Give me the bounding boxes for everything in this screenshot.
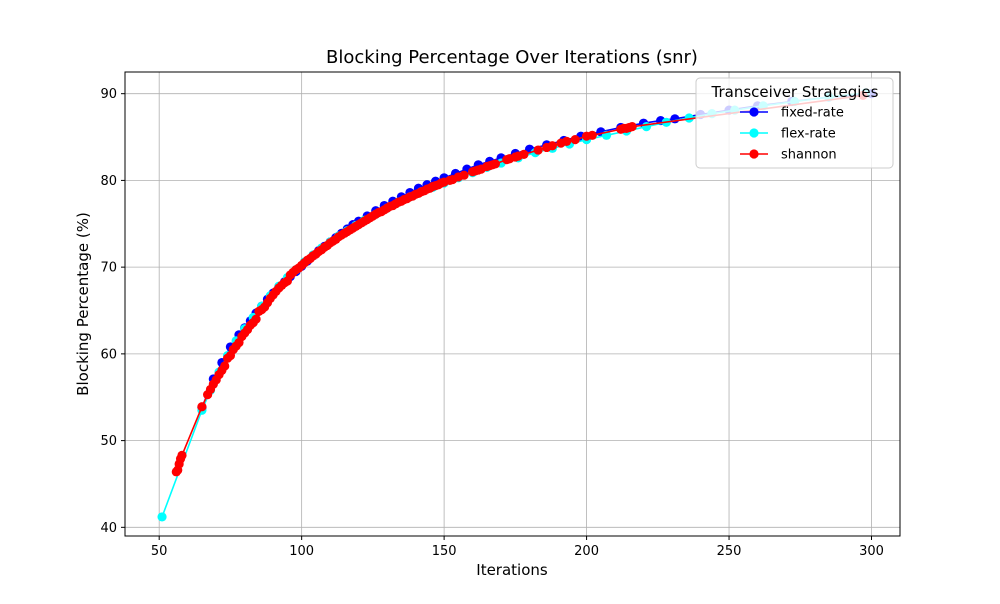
data-point-flex-rate (157, 512, 167, 522)
data-point-shannon (570, 135, 580, 145)
legend-entries: fixed-rate flex-rate shannon (740, 106, 844, 163)
y-tick-label: 60 (100, 347, 117, 362)
data-point-shannon (251, 314, 261, 324)
legend-marker (749, 128, 759, 138)
legend-label: shannon (781, 148, 837, 163)
data-point-shannon (587, 130, 597, 140)
legend-entry-fixed-rate: fixed-rate (740, 106, 844, 121)
data-point-shannon (533, 145, 543, 155)
series-shannon (171, 90, 868, 477)
x-tick-label: 200 (574, 544, 599, 559)
legend-title: Transceiver Strategies (711, 83, 879, 101)
data-point-shannon (547, 141, 557, 151)
y-tick-label: 80 (100, 174, 117, 189)
y-tick-label: 50 (100, 434, 117, 449)
data-point-flex-rate (641, 122, 652, 132)
legend-box (695, 77, 894, 169)
legend: Transceiver Strategies fixed-rate flex-ra… (695, 77, 894, 169)
legend-label: fixed-rate (781, 106, 844, 121)
axis-ticks: 50 100 150 200 250 300 40 50 60 70 80 90 (100, 87, 883, 559)
data-point-shannon (177, 450, 187, 460)
series-lines (157, 88, 877, 522)
data-point-flex-rate (684, 113, 694, 123)
x-axis-label: Iterations (476, 561, 548, 579)
data-point-shannon (627, 122, 637, 132)
y-tick-label: 90 (100, 87, 117, 102)
y-axis-label: Blocking Percentage (%) (74, 212, 92, 396)
chart-title: Blocking Percentage Over Iterations (snr… (326, 47, 698, 68)
x-tick-label: 100 (289, 544, 314, 559)
data-point-shannon (490, 159, 500, 169)
y-tick-label: 40 (100, 521, 117, 536)
legend-entry-shannon: shannon (740, 148, 837, 163)
legend-marker (749, 149, 759, 159)
plot-area-frame (124, 71, 901, 537)
x-tick-label: 150 (432, 544, 457, 559)
data-point-shannon (220, 361, 230, 371)
legend-marker (749, 107, 759, 117)
grid (125, 72, 900, 536)
legend-entry-flex-rate: flex-rate (740, 127, 836, 142)
legend-label: flex-rate (781, 127, 836, 142)
x-tick-label: 250 (717, 544, 742, 559)
data-point-shannon (197, 402, 207, 412)
data-point-shannon (562, 136, 572, 146)
y-tick-label: 70 (100, 261, 117, 276)
x-tick-label: 50 (151, 544, 168, 559)
x-tick-label: 300 (859, 544, 884, 559)
data-point-shannon (459, 170, 469, 180)
data-point-shannon (519, 149, 529, 159)
